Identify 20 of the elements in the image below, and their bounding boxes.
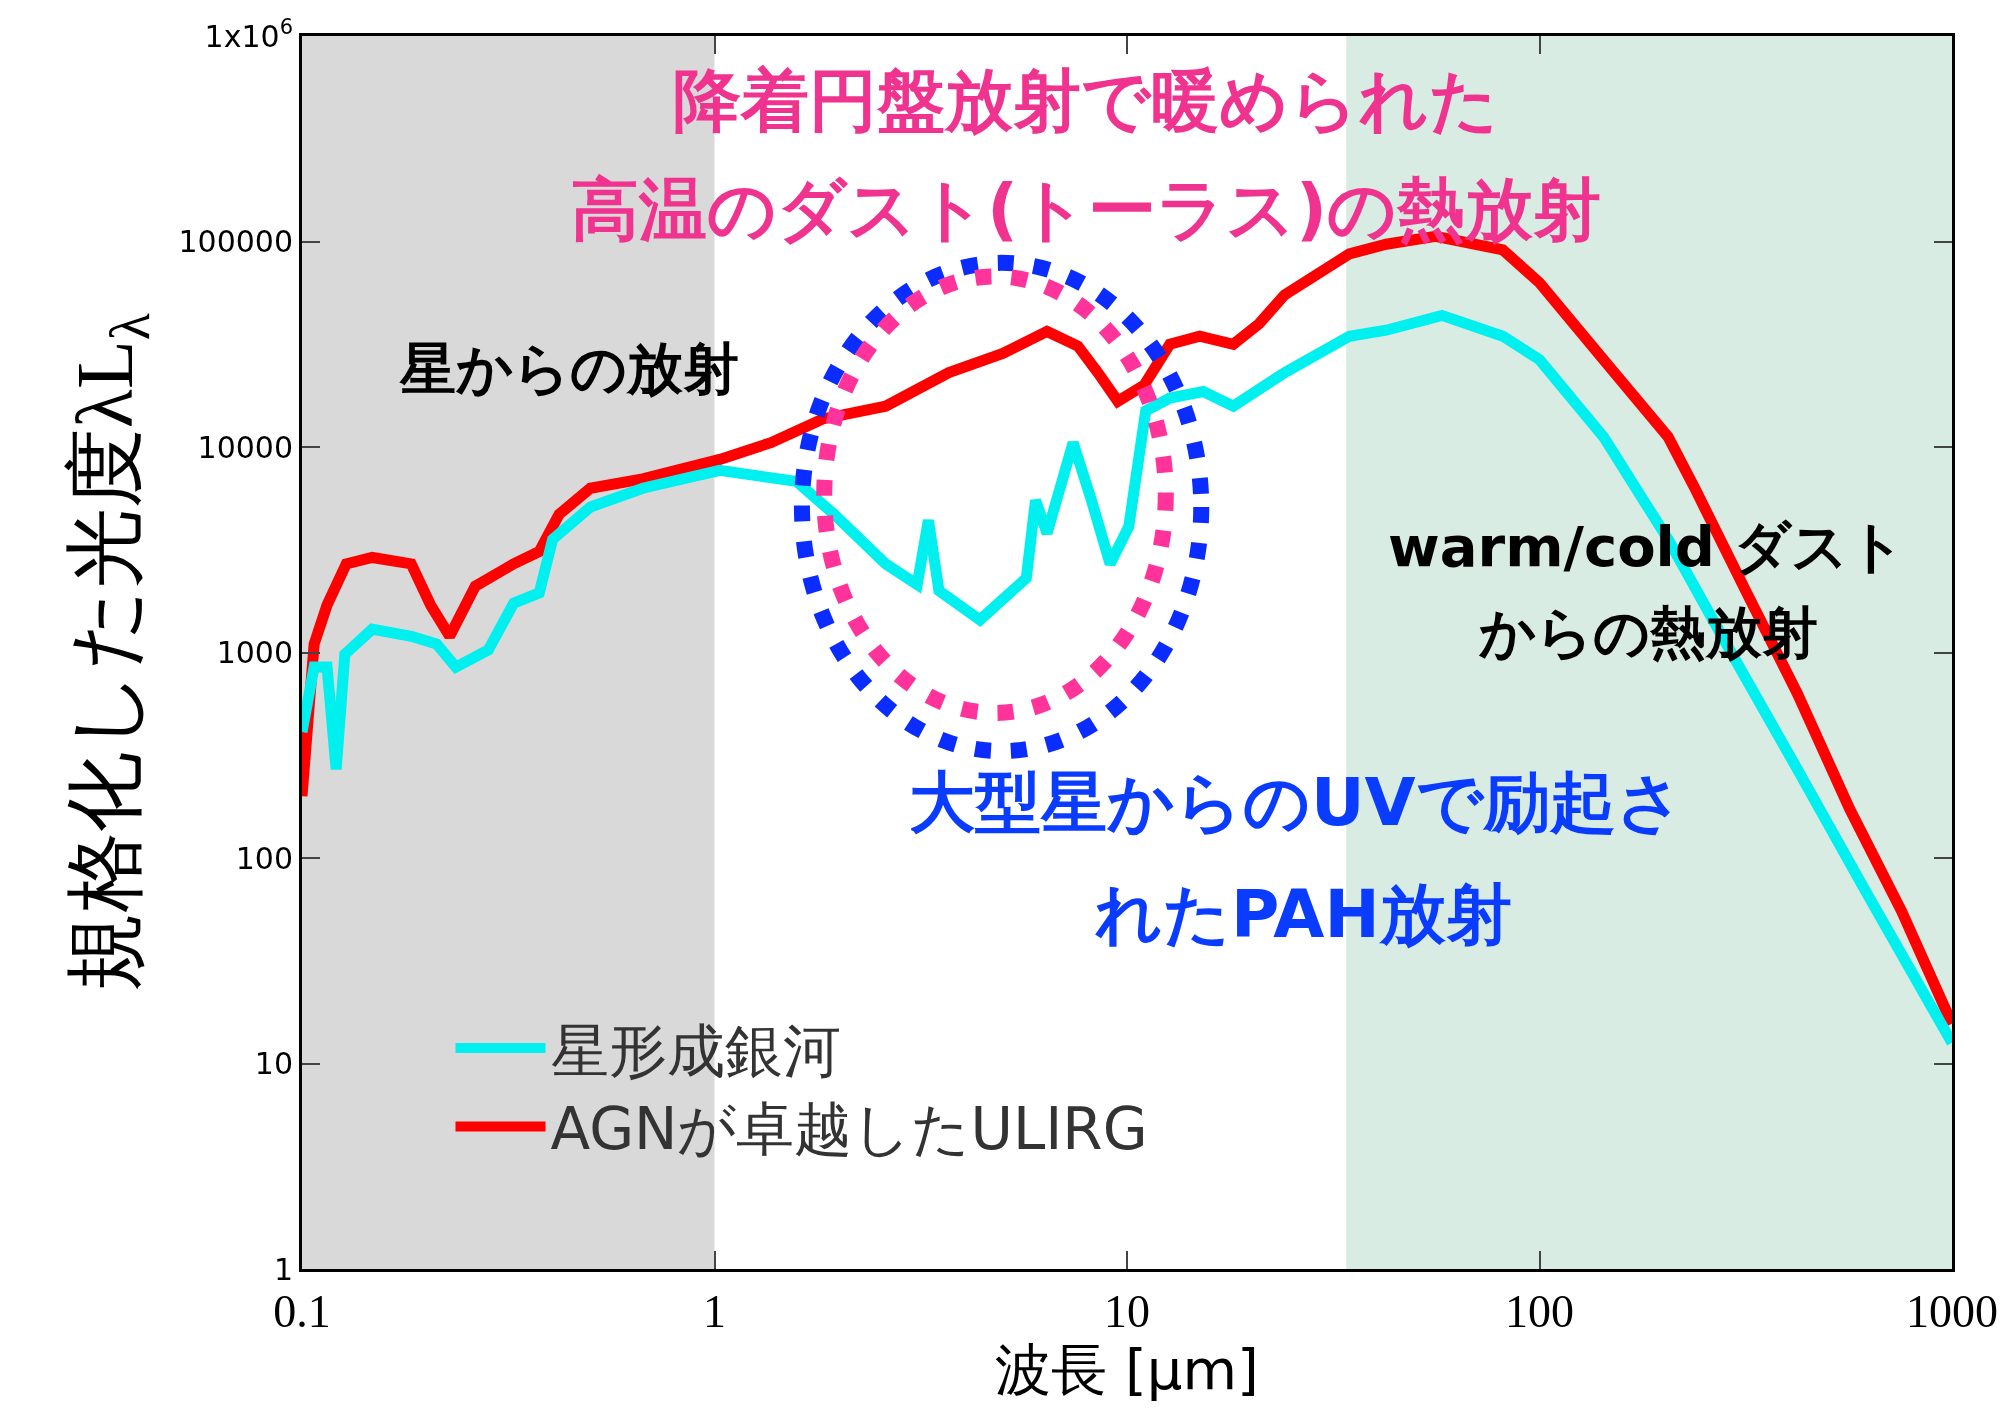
y-tick-label: 1x10$^{6}$ xyxy=(204,14,293,54)
y-tick-label: 100000 xyxy=(178,224,293,259)
y-tick-label: 1000 xyxy=(216,635,293,670)
annotation: 降着円盤放射で暖められた xyxy=(673,61,1499,140)
annotation: 高温のダスト(トーラス)の熱放射 xyxy=(571,170,1602,249)
legend-label: AGNが卓越したULIRG xyxy=(550,1095,1148,1164)
y-tick-label: 1 xyxy=(273,1251,293,1287)
y-tick-label: 10 xyxy=(254,1046,293,1081)
annotation: 大型星からのUVで励起さ xyxy=(909,764,1684,841)
x-tick-label: 1 xyxy=(703,1286,726,1338)
x-tick-label: 10 xyxy=(1104,1286,1150,1338)
y-tick-label: 100 xyxy=(235,840,293,876)
legend-label: 星形成銀河 xyxy=(550,1016,841,1085)
x-axis-title: 波長 [μm] xyxy=(995,1337,1259,1403)
x-tick-label: 0.1 xyxy=(273,1286,331,1338)
x-tick-label: 1000 xyxy=(1906,1286,1998,1338)
x-tick-label: 100 xyxy=(1505,1286,1574,1338)
annotation: れたPAH放射 xyxy=(1095,876,1512,953)
y-tick-label: 10000 xyxy=(197,429,293,465)
annotation: 星からの放射 xyxy=(399,336,739,401)
